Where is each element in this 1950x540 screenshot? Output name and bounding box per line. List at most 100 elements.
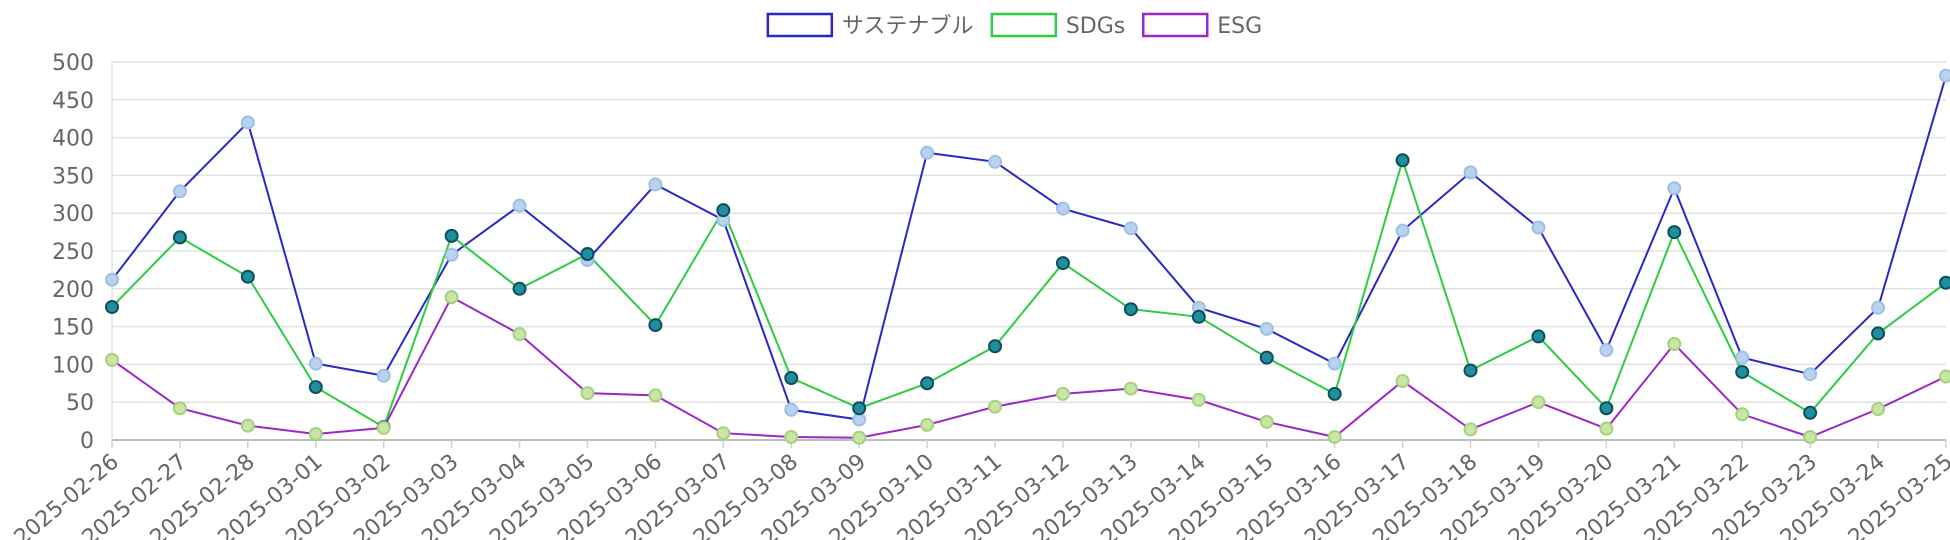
data-point-s2[interactable]: [1055, 386, 1070, 401]
data-point-s0[interactable]: [648, 177, 663, 192]
y-tick-label: 300: [52, 202, 94, 227]
series-line-2: [111, 295, 1947, 439]
data-point-s0[interactable]: [1055, 201, 1070, 216]
data-point-s0[interactable]: [1259, 321, 1274, 336]
data-point-s1[interactable]: [784, 371, 799, 386]
data-point-s0[interactable]: [1395, 223, 1410, 238]
data-point-s0[interactable]: [920, 145, 935, 160]
legend: サステナブル SDGs ESG: [766, 12, 1262, 39]
data-point-s2[interactable]: [1735, 407, 1750, 422]
y-tick-label: 150: [52, 316, 94, 341]
data-point-s1[interactable]: [1463, 363, 1478, 378]
data-point-s2[interactable]: [988, 399, 1003, 414]
legend-item[interactable]: サステナブル: [766, 12, 974, 39]
data-point-s2[interactable]: [1803, 429, 1818, 444]
data-point-s2[interactable]: [648, 388, 663, 403]
data-point-s1[interactable]: [512, 281, 527, 296]
data-point-s1[interactable]: [1667, 225, 1682, 240]
data-point-s2[interactable]: [512, 327, 527, 342]
data-point-s2[interactable]: [1599, 421, 1614, 436]
data-point-s0[interactable]: [444, 247, 459, 262]
data-point-s0[interactable]: [1463, 165, 1478, 180]
data-point-s2[interactable]: [1939, 369, 1950, 384]
data-point-s2[interactable]: [852, 430, 867, 445]
data-point-s0[interactable]: [1599, 343, 1614, 358]
data-point-s1[interactable]: [1871, 326, 1886, 341]
series-line-1: [111, 156, 1947, 429]
data-point-s0[interactable]: [376, 368, 391, 383]
y-tick-label: 50: [66, 391, 94, 416]
data-point-s2[interactable]: [1871, 402, 1886, 417]
data-point-s0[interactable]: [240, 115, 255, 130]
y-tick-label: 200: [52, 278, 94, 303]
data-point-s1[interactable]: [852, 401, 867, 416]
data-point-s1[interactable]: [580, 247, 595, 262]
data-point-s0[interactable]: [512, 198, 527, 213]
data-point-s0[interactable]: [1735, 350, 1750, 365]
data-point-s1[interactable]: [1735, 364, 1750, 379]
data-point-s2[interactable]: [376, 420, 391, 435]
data-point-s2[interactable]: [1191, 392, 1206, 407]
data-point-s0[interactable]: [852, 412, 867, 427]
data-point-s2[interactable]: [105, 352, 119, 367]
data-point-s2[interactable]: [1395, 374, 1410, 389]
data-point-s2[interactable]: [1531, 395, 1546, 410]
data-point-s1[interactable]: [1531, 329, 1546, 344]
data-point-s2[interactable]: [784, 429, 799, 444]
data-point-s0[interactable]: [1939, 68, 1950, 83]
data-point-s1[interactable]: [648, 318, 663, 333]
legend-item[interactable]: SDGs: [990, 12, 1125, 39]
data-point-s2[interactable]: [1667, 336, 1682, 351]
y-axis: 0 50 100 150 200 250 300 350 400 450 500: [52, 51, 113, 454]
y-tick-label: 400: [52, 127, 94, 152]
data-point-s2[interactable]: [444, 290, 459, 305]
data-point-s1[interactable]: [1599, 401, 1614, 416]
data-point-s0[interactable]: [308, 356, 323, 371]
data-point-s1[interactable]: [1259, 350, 1274, 365]
legend-item[interactable]: ESG: [1142, 12, 1262, 39]
data-point-s1[interactable]: [1123, 302, 1138, 317]
y-tick-label: 450: [52, 89, 94, 114]
data-point-s0[interactable]: [1531, 220, 1546, 235]
x-axis: 2025-02-262025-02-272025-02-282025-03-01…: [10, 440, 1950, 540]
data-point-s2[interactable]: [240, 418, 255, 433]
data-point-s2[interactable]: [1123, 381, 1138, 396]
data-point-s1[interactable]: [105, 299, 119, 314]
data-point-s1[interactable]: [1803, 405, 1818, 420]
data-point-s0[interactable]: [1123, 221, 1138, 236]
data-point-s2[interactable]: [308, 426, 323, 441]
data-point-s0[interactable]: [1871, 300, 1886, 315]
data-point-s1[interactable]: [1191, 309, 1206, 324]
data-point-s1[interactable]: [716, 203, 731, 218]
data-point-s0[interactable]: [988, 154, 1003, 169]
y-tick-label: 500: [52, 51, 94, 76]
grid: [112, 61, 1946, 441]
series-line-0: [111, 75, 1947, 421]
data-point-s2[interactable]: [1327, 429, 1342, 444]
data-point-s0[interactable]: [784, 402, 799, 417]
data-point-s1[interactable]: [1327, 386, 1342, 401]
data-point-s1[interactable]: [1395, 153, 1410, 168]
data-point-s1[interactable]: [240, 269, 255, 284]
data-point-s2[interactable]: [920, 417, 935, 432]
data-point-s0[interactable]: [1803, 367, 1818, 382]
data-point-s2[interactable]: [716, 426, 731, 441]
legend-label: サステナブル: [842, 14, 974, 39]
data-point-s1[interactable]: [308, 380, 323, 395]
legend-label: ESG: [1217, 14, 1262, 39]
data-point-s1[interactable]: [1939, 275, 1950, 290]
data-point-s1[interactable]: [920, 376, 935, 391]
data-point-s0[interactable]: [1327, 356, 1342, 371]
data-point-s2[interactable]: [1463, 422, 1478, 437]
data-point-s0[interactable]: [105, 272, 119, 287]
data-point-s0[interactable]: [1667, 181, 1682, 196]
data-point-s2[interactable]: [580, 386, 595, 401]
data-point-s0[interactable]: [172, 184, 187, 199]
y-tick-label: 250: [52, 240, 94, 265]
data-point-s1[interactable]: [1055, 256, 1070, 271]
data-point-s2[interactable]: [172, 401, 187, 416]
data-point-s1[interactable]: [172, 230, 187, 245]
data-point-s2[interactable]: [1259, 414, 1274, 429]
data-point-s1[interactable]: [988, 339, 1003, 354]
data-point-s1[interactable]: [444, 228, 459, 243]
